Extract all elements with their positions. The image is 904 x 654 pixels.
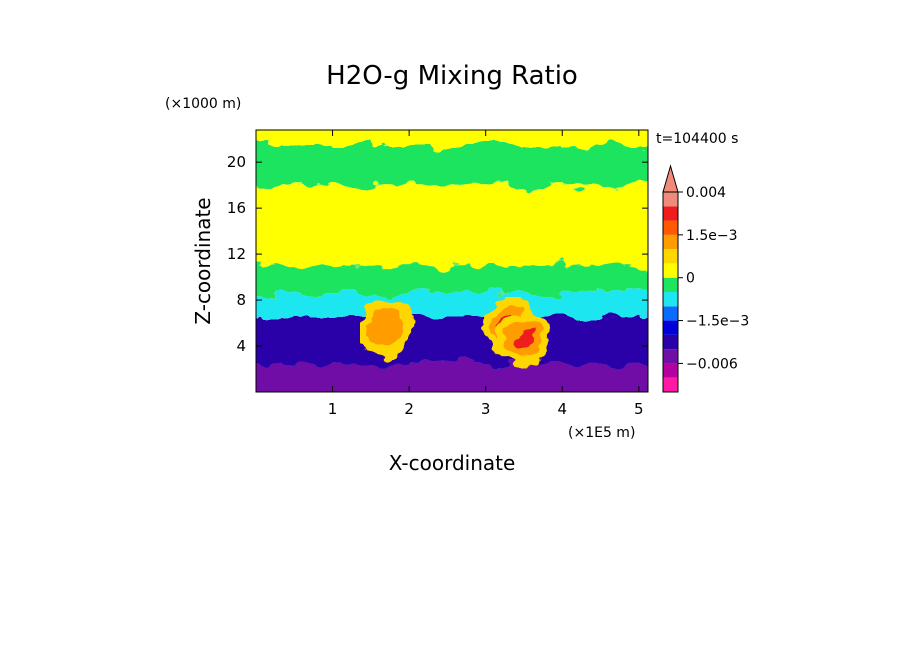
y-tick-label: 16	[227, 199, 246, 217]
field-band	[256, 265, 648, 295]
colorbar-segment	[663, 363, 678, 378]
x-unit-label: (×1E5 m)	[568, 425, 635, 441]
plume-core	[378, 318, 395, 339]
x-tick-label: 1	[328, 400, 338, 418]
y-tick-label: 4	[236, 337, 246, 355]
y-unit-label: (×1000 m)	[165, 96, 241, 112]
field-band	[256, 317, 648, 365]
colorbar: 0.004 1.5e−3 0 −1.5e−3 −0.006	[662, 164, 749, 393]
colorbar-segment	[663, 320, 678, 335]
colorbar-arrow	[662, 164, 679, 193]
field-band	[256, 294, 648, 318]
colorbar-segment	[663, 349, 678, 364]
colorbar-label: −0.006	[686, 356, 738, 372]
colorbar-segment	[663, 220, 678, 235]
colorbar-segment	[663, 277, 678, 292]
field-band	[256, 364, 648, 392]
y-tick-label: 12	[227, 245, 246, 263]
x-tick-label: 4	[557, 400, 567, 418]
colorbar-segment	[663, 306, 678, 321]
colorbar-segment	[663, 292, 678, 307]
x-axis: 1 2 3 4 5	[328, 130, 644, 418]
x-tick-label: 3	[481, 400, 491, 418]
colorbar-segment	[663, 192, 678, 207]
x-tick-label: 5	[634, 400, 644, 418]
y-tick-label: 20	[227, 153, 246, 171]
time-label: t=104400 s	[656, 131, 738, 147]
field-band	[256, 130, 648, 145]
plot-frame	[255, 129, 649, 393]
x-axis-label: X-coordinate	[389, 451, 516, 475]
moist-plumes	[360, 297, 550, 369]
colorbar-frame	[662, 191, 679, 393]
field-bands	[256, 130, 648, 392]
colorbar-label: 0.004	[686, 185, 726, 201]
colorbar-label: 0	[686, 271, 695, 287]
y-tick-label: 8	[236, 291, 246, 309]
y-axis-label: Z-coordinate	[191, 197, 215, 324]
colorbar-segment	[663, 263, 678, 278]
colorbar-label: −1.5e−3	[686, 314, 749, 330]
y-axis: 4 8 12 16 20	[227, 153, 648, 355]
colorbar-segment	[663, 206, 678, 221]
colorbar-segment	[663, 377, 678, 392]
x-tick-label: 2	[404, 400, 414, 418]
plume-core	[515, 330, 532, 351]
field-band	[256, 185, 648, 266]
plot-area	[256, 130, 648, 392]
colorbar-label: 1.5e−3	[686, 228, 738, 244]
colorbar-segment	[663, 334, 678, 350]
colorbar-segment	[663, 249, 678, 264]
chart-title: H2O-g Mixing Ratio	[326, 61, 578, 91]
colorbar-segment	[663, 234, 678, 250]
field-band	[256, 144, 648, 186]
